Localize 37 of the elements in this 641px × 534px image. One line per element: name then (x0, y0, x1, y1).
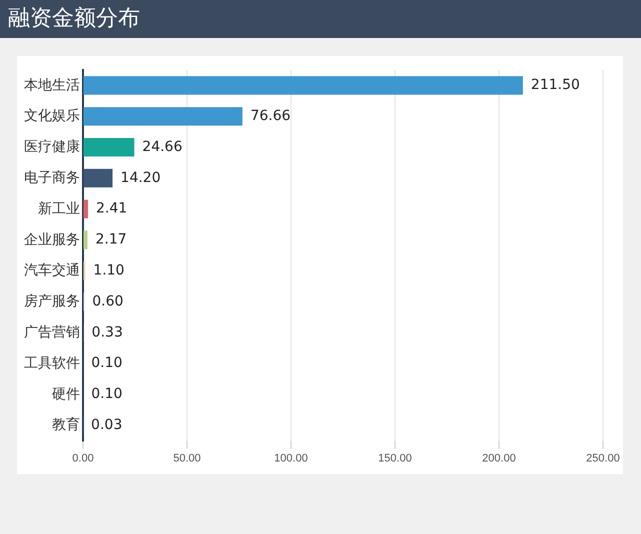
bar (84, 138, 134, 157)
y-tick-label: 本地生活 (24, 76, 80, 92)
data-label: 0.10 (91, 355, 122, 372)
y-tick-label: 汽车交通 (24, 262, 80, 278)
x-tick-label: 150.00 (378, 452, 412, 464)
data-label: 24.66 (142, 138, 182, 155)
data-label: 0.60 (92, 293, 124, 310)
data-label: 0.03 (91, 416, 122, 433)
bar (84, 76, 523, 95)
y-tick-label: 教育 (52, 416, 80, 432)
data-label: 2.17 (96, 232, 127, 248)
y-tick-label: 新工业 (38, 200, 80, 216)
y-tick-label: 工具软件 (24, 354, 80, 370)
x-tick-label: 250.00 (586, 452, 620, 464)
x-tick-label: 0.00 (72, 452, 94, 464)
bar (84, 200, 88, 218)
data-label: 0.10 (91, 386, 122, 402)
y-tick-label: 房产服务 (24, 292, 80, 309)
data-label: 76.66 (250, 108, 291, 124)
y-tick-label: 文化娱乐 (24, 107, 80, 124)
y-tick-label: 硬件 (52, 385, 80, 402)
data-label: 211.50 (530, 77, 580, 94)
data-label: 14.20 (120, 170, 161, 186)
y-tick-label: 广告营销 (24, 324, 80, 340)
data-label: 2.41 (96, 200, 128, 217)
chart-title: 融资金额分布 (0, 0, 641, 38)
x-tick-label: 50.00 (173, 452, 201, 464)
bar (84, 230, 88, 250)
bar (84, 168, 113, 188)
data-label: 0.33 (92, 324, 123, 340)
y-tick-label: 电子商务 (24, 169, 80, 186)
data-label: 1.10 (93, 262, 124, 278)
y-tick-label: 医疗健康 (24, 138, 80, 154)
x-tick-label: 100.00 (274, 452, 308, 464)
bar (84, 107, 242, 126)
y-tick-label: 企业服务 (24, 230, 80, 247)
x-tick-label: 200.00 (482, 452, 516, 464)
